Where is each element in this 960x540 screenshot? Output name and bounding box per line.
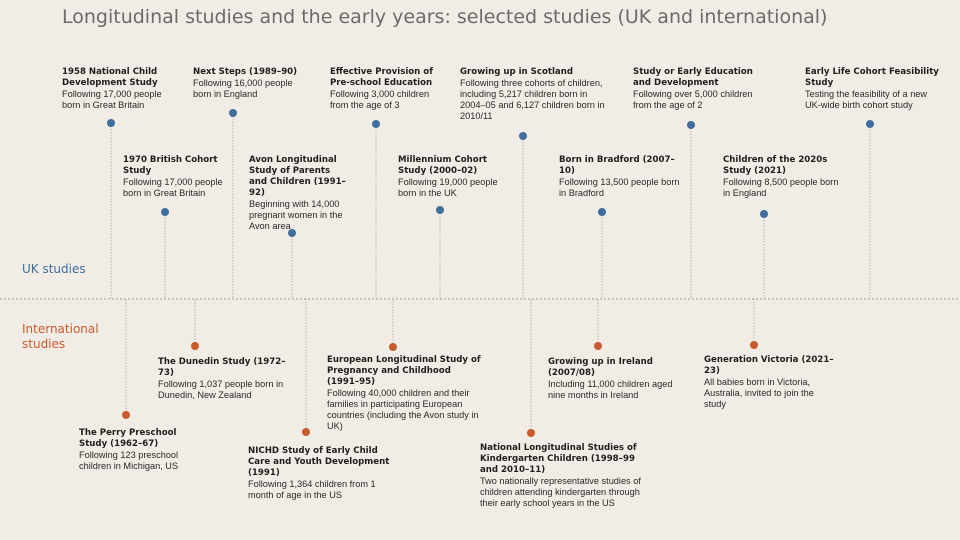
study-description: Two nationally representative studies of…	[480, 476, 641, 508]
international-study-entry: Growing up in Ireland (2007/08) Including…	[548, 357, 673, 401]
international-study-entry: The Perry Preschool Study (1962–67) Follo…	[79, 428, 204, 472]
international-study-entry: Generation Victoria (2021–23) All babies …	[704, 355, 834, 410]
study-name: NICHD Study of Early Child Care and Yout…	[248, 446, 390, 478]
uk-study-marker	[288, 229, 296, 237]
study-name: Generation Victoria (2021–23)	[704, 355, 834, 376]
study-description: Including 11,000 children aged nine mont…	[548, 379, 673, 400]
study-name: Growing up in Scotland	[460, 67, 573, 77]
study-description: Following 13,500 people born in Bradford	[559, 177, 680, 198]
study-description: Following 17,000 people born in Great Br…	[123, 177, 223, 198]
uk-study-marker	[866, 120, 874, 128]
uk-study-entry: Early Life Cohort Feasibility Study Testi…	[805, 67, 945, 111]
study-description: All babies born in Victoria, Australia, …	[704, 377, 814, 409]
study-name: 1970 British Cohort Study	[123, 155, 218, 176]
uk-section-label: UK studies	[22, 262, 86, 276]
page-title: Longitudinal studies and the early years…	[62, 6, 828, 28]
uk-study-entry: Growing up in Scotland Following three co…	[460, 67, 610, 122]
uk-study-marker	[107, 119, 115, 127]
uk-study-marker	[229, 109, 237, 117]
uk-study-marker	[687, 121, 695, 129]
study-name: National Longitudinal Studies of Kinderg…	[480, 443, 637, 475]
study-name: Study or Early Education and Development	[633, 67, 753, 88]
international-label-line: International	[22, 322, 99, 336]
study-name: Effective Provision of Pre-school Educat…	[330, 67, 433, 88]
uk-study-entry: Born in Bradford (2007–10) Following 13,5…	[559, 155, 689, 199]
study-name: Next Steps (1989–90)	[193, 67, 298, 77]
international-study-entry: National Longitudinal Studies of Kinderg…	[480, 443, 645, 509]
study-description: Following 8,500 people born in England	[723, 177, 839, 198]
uk-study-marker	[372, 120, 380, 128]
uk-study-entry: 1958 National Child Development Study Fol…	[62, 67, 182, 111]
study-description: Following 1,037 people born in Dunedin, …	[158, 379, 284, 400]
study-name: Millennium Cohort Study (2000–02)	[398, 155, 488, 176]
study-description: Following 17,000 people born in Great Br…	[62, 89, 162, 110]
international-study-entry: The Dunedin Study (1972–73) Following 1,0…	[158, 357, 288, 401]
international-study-marker	[527, 429, 535, 437]
uk-study-entry: Millennium Cohort Study (2000–02) Followi…	[398, 155, 518, 199]
international-label-line: studies	[22, 337, 66, 351]
study-description: Following 1,364 children from 1 month of…	[248, 479, 376, 500]
study-name: Children of the 2020s Study (2021)	[723, 155, 828, 176]
uk-study-marker	[436, 206, 444, 214]
study-description: Following 16,000 people born in England	[193, 78, 293, 99]
uk-study-entry: Effective Provision of Pre-school Educat…	[330, 67, 445, 111]
uk-study-entry: Next Steps (1989–90) Following 16,000 peo…	[193, 67, 308, 100]
uk-study-entry: Study or Early Education and Development…	[633, 67, 758, 111]
study-name: 1958 National Child Development Study	[62, 67, 158, 88]
study-description: Following 19,000 people born in the UK	[398, 177, 498, 198]
uk-study-marker	[598, 208, 606, 216]
study-name: Avon Longitudinal Study of Parents and C…	[249, 155, 346, 198]
study-description: Testing the feasibility of a new UK-wide…	[805, 89, 928, 110]
international-study-entry: European Longitudinal Study of Pregnancy…	[327, 355, 482, 432]
study-description: Following 3,000 children from the age of…	[330, 89, 430, 110]
study-description: Following 40,000 children and their fami…	[327, 388, 479, 431]
study-name: The Dunedin Study (1972–73)	[158, 357, 286, 378]
study-description: Following three cohorts of children, inc…	[460, 78, 605, 121]
uk-study-marker	[760, 210, 768, 218]
international-study-marker	[191, 342, 199, 350]
international-study-marker	[122, 411, 130, 419]
study-name: The Perry Preschool Study (1962–67)	[79, 428, 177, 449]
uk-study-entry: Avon Longitudinal Study of Parents and C…	[249, 155, 349, 232]
international-study-marker	[302, 428, 310, 436]
uk-study-marker	[519, 132, 527, 140]
study-name: Growing up in Ireland (2007/08)	[548, 357, 653, 378]
international-study-marker	[594, 342, 602, 350]
study-name: European Longitudinal Study of Pregnancy…	[327, 355, 481, 387]
study-name: Born in Bradford (2007–10)	[559, 155, 675, 176]
study-name: Early Life Cohort Feasibility Study	[805, 67, 939, 88]
international-study-marker	[750, 341, 758, 349]
uk-study-entry: 1970 British Cohort Study Following 17,00…	[123, 155, 233, 199]
study-description: Following 123 preschool children in Mich…	[79, 450, 179, 471]
uk-study-entry: Children of the 2020s Study (2021) Follow…	[723, 155, 843, 199]
international-section-label: International studies	[22, 322, 99, 352]
study-description: Beginning with 14,000 pregnant women in …	[249, 199, 343, 231]
uk-study-marker	[161, 208, 169, 216]
international-study-marker	[389, 343, 397, 351]
international-study-entry: NICHD Study of Early Child Care and Yout…	[248, 446, 398, 501]
study-description: Following over 5,000 children from the a…	[633, 89, 753, 110]
